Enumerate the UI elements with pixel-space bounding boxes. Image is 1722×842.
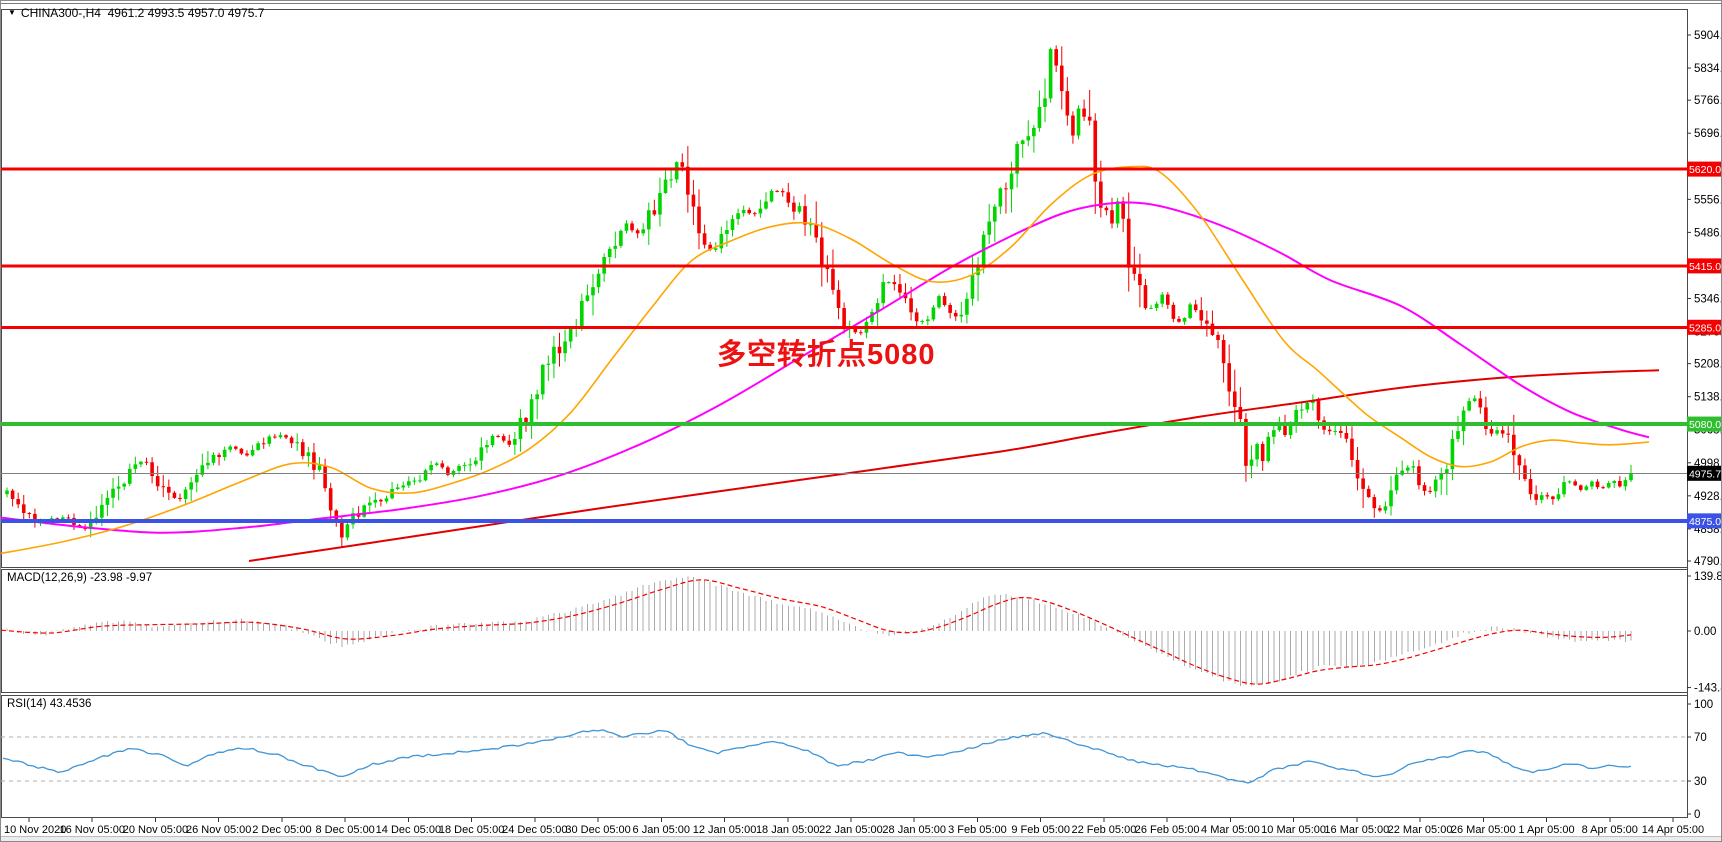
svg-text:5285.0: 5285.0 (1689, 322, 1721, 334)
price-label-box (1687, 513, 1721, 529)
price-tick-label: 5346.0 (1694, 293, 1722, 305)
price-axis: 5904.05834.05766.05696.05626.05556.05486… (1687, 9, 1722, 821)
date-tick-label: 8 Dec 05:00 (315, 824, 374, 836)
date-tick-label: 12 Jan 05:00 (693, 824, 757, 836)
date-tick-label: 9 Feb 05:00 (1011, 824, 1070, 836)
price-tick-label: 5834.0 (1694, 63, 1722, 75)
price-label-box (1687, 319, 1721, 335)
rsi-tick-label: 70 (1694, 732, 1707, 744)
date-tick-label: 28 Jan 05:00 (882, 824, 946, 836)
svg-text:4975.7: 4975.7 (1689, 468, 1721, 480)
macd-tick-label: -143.82 (1694, 683, 1722, 695)
rsi-indicator-label: RSI(14) 43.4536 (7, 698, 92, 710)
date-tick-label: 16 Nov 05:00 (60, 824, 125, 836)
price-label-box (1687, 161, 1721, 177)
date-tick-label: 24 Dec 05:00 (502, 824, 567, 836)
date-tick-label: 30 Dec 05:00 (565, 824, 630, 836)
svg-text:5620.0: 5620.0 (1689, 164, 1721, 176)
date-tick-label: 18 Dec 05:00 (439, 824, 504, 836)
svg-text:5415.0: 5415.0 (1689, 261, 1721, 273)
rsi-tick-label: 30 (1694, 776, 1707, 788)
price-tick-label: 5904.0 (1694, 30, 1722, 42)
price-label-box (1687, 465, 1721, 481)
price-tick-label: 4790.0 (1694, 556, 1722, 568)
price-tick-label: 4928.0 (1694, 491, 1722, 503)
macd-tick-label: 0.00 (1694, 626, 1716, 638)
date-tick-label: 4 Mar 05:00 (1201, 824, 1260, 836)
date-tick-label: 26 Nov 05:00 (186, 824, 251, 836)
price-tick-label: 5486.0 (1694, 227, 1722, 239)
date-tick-label: 18 Jan 05:00 (756, 824, 820, 836)
date-tick-label: 14 Apr 05:00 (1642, 824, 1704, 836)
date-tick-label: 1 Apr 05:00 (1518, 824, 1574, 836)
macd-indicator-label: MACD(12,26,9) -23.98 -9.97 (7, 572, 153, 584)
svg-text:5080.0: 5080.0 (1689, 419, 1721, 431)
date-tick-label: 3 Feb 05:00 (948, 824, 1007, 836)
date-tick-label: 26 Mar 05:00 (1451, 824, 1516, 836)
price-tick-label: 5766.0 (1694, 95, 1722, 107)
candlestick-series (5, 45, 1633, 547)
date-tick-label: 6 Jan 05:00 (633, 824, 691, 836)
symbol-dropdown-caret-icon[interactable]: ▼ (8, 8, 16, 17)
date-tick-label: 10 Mar 05:00 (1261, 824, 1326, 836)
price-label-box (1687, 258, 1721, 274)
macd-plot (1, 576, 1632, 686)
date-tick-label: 26 Feb 05:00 (1135, 824, 1200, 836)
price-tick-label: 5556.0 (1694, 194, 1722, 206)
trend-annotation-text[interactable]: 多空转折点5080 (717, 339, 936, 371)
date-tick-label: 8 Apr 05:00 (1582, 824, 1638, 836)
symbol-ohlc-text: CHINA300-,H4 4961.2 4993.5 4957.0 4975.7 (20, 6, 265, 20)
date-tick-label: 10 Nov 2020 (4, 824, 66, 836)
price-tick-label: 5138.0 (1694, 392, 1722, 404)
date-tick-label: 16 Mar 05:00 (1324, 824, 1389, 836)
price-label-box (1687, 416, 1721, 432)
symbol-info-bar: ▼ CHINA300-,H4 4961.2 4993.5 4957.0 4975.… (8, 6, 264, 20)
price-tick-label: 5696.0 (1694, 128, 1722, 140)
macd-tick-label: 139.86 (1694, 571, 1722, 583)
date-tick-label: 2 Dec 05:00 (252, 824, 311, 836)
date-tick-label: 22 Jan 05:00 (819, 824, 883, 836)
rsi-plot (1, 729, 1687, 784)
price-tick-label: 5208.0 (1694, 359, 1722, 371)
svg-text:4875.0: 4875.0 (1689, 516, 1721, 528)
rsi-tick-label: 0 (1694, 809, 1700, 821)
rsi-tick-label: 100 (1694, 699, 1713, 711)
horizontal-level-lines[interactable] (1, 167, 1687, 523)
date-tick-label: 14 Dec 05:00 (376, 824, 441, 836)
date-tick-label: 20 Nov 05:00 (123, 824, 188, 836)
date-tick-label: 22 Mar 05:00 (1388, 824, 1453, 836)
date-tick-label: 22 Feb 05:00 (1071, 824, 1136, 836)
